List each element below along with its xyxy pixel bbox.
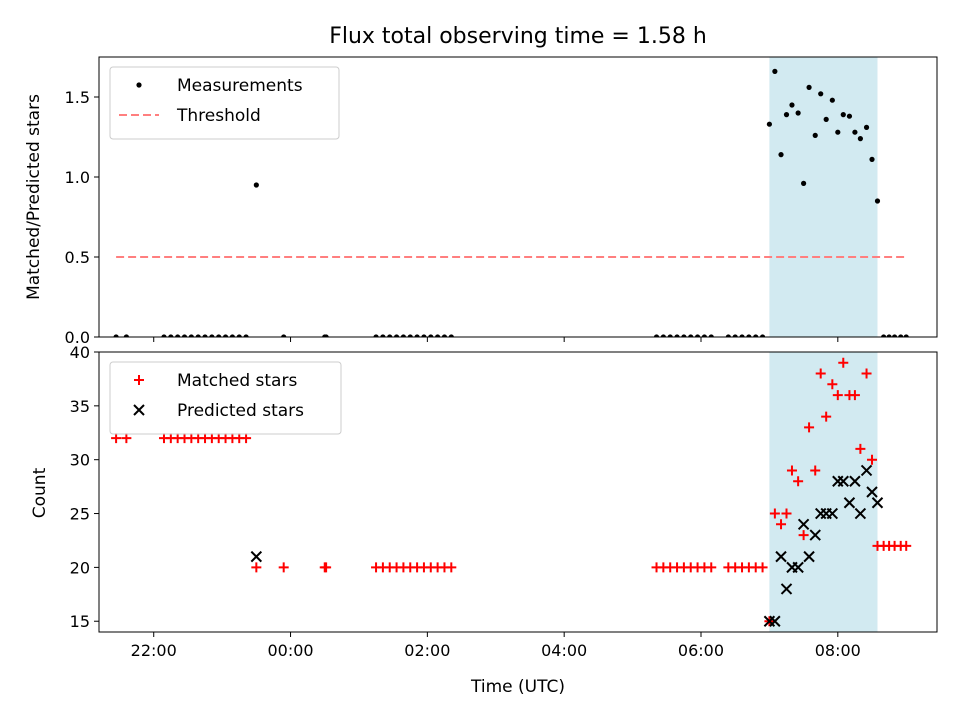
- measurement-point: [835, 130, 840, 135]
- legend-marker-measurements: [136, 82, 141, 87]
- measurement-point: [869, 157, 874, 162]
- xtick-label: 04:00: [541, 641, 587, 660]
- measurement-point: [806, 85, 811, 90]
- measurement-point: [784, 112, 789, 117]
- measurement-point: [772, 69, 777, 74]
- legend-label: Measurements: [177, 76, 303, 96]
- bottom-ytick-label: 40: [70, 343, 90, 362]
- xtick-label: 02:00: [404, 641, 450, 660]
- measurement-point: [789, 102, 794, 107]
- measurement-point: [796, 110, 801, 115]
- bottom-ytick-label: 35: [70, 397, 90, 416]
- measurement-point: [767, 122, 772, 127]
- measurement-point: [254, 182, 259, 187]
- xtick-label: 22:00: [131, 641, 177, 660]
- measurement-point: [847, 114, 852, 119]
- measurement-point: [824, 117, 829, 122]
- xtick-label: 08:00: [815, 641, 861, 660]
- legend-label: Matched stars: [177, 371, 297, 391]
- measurement-point: [864, 125, 869, 130]
- measurement-point: [818, 91, 823, 96]
- legend-label: Predicted stars: [177, 401, 304, 421]
- top-shaded-span: [769, 57, 877, 337]
- bottom-ylabel: Count: [30, 467, 50, 518]
- top-ytick-label: 0.5: [65, 248, 90, 267]
- figure: Flux total observing time = 1.58 h 0.00.…: [0, 0, 960, 720]
- bottom-ytick-label: 25: [70, 505, 90, 524]
- measurement-point: [858, 136, 863, 141]
- measurement-point: [875, 198, 880, 203]
- bottom-ytick-label: 30: [70, 451, 90, 470]
- measurement-point: [830, 98, 835, 103]
- top-ytick-label: 1.0: [65, 168, 90, 187]
- measurement-point: [841, 112, 846, 117]
- measurement-point: [813, 133, 818, 138]
- bottom-ytick-label: 20: [70, 558, 90, 577]
- measurement-point: [801, 181, 806, 186]
- legend-label: Threshold: [176, 106, 261, 126]
- bottom-ytick-label: 15: [70, 612, 90, 631]
- xtick-label: 06:00: [678, 641, 724, 660]
- bottom-xlabel: Time (UTC): [470, 677, 565, 697]
- top-ylabel: Matched/Predicted stars: [24, 94, 44, 300]
- xtick-label: 00:00: [267, 641, 313, 660]
- measurement-point: [852, 130, 857, 135]
- chart-title: Flux total observing time = 1.58 h: [329, 24, 707, 49]
- measurement-point: [778, 152, 783, 157]
- top-ytick-label: 1.5: [65, 88, 90, 107]
